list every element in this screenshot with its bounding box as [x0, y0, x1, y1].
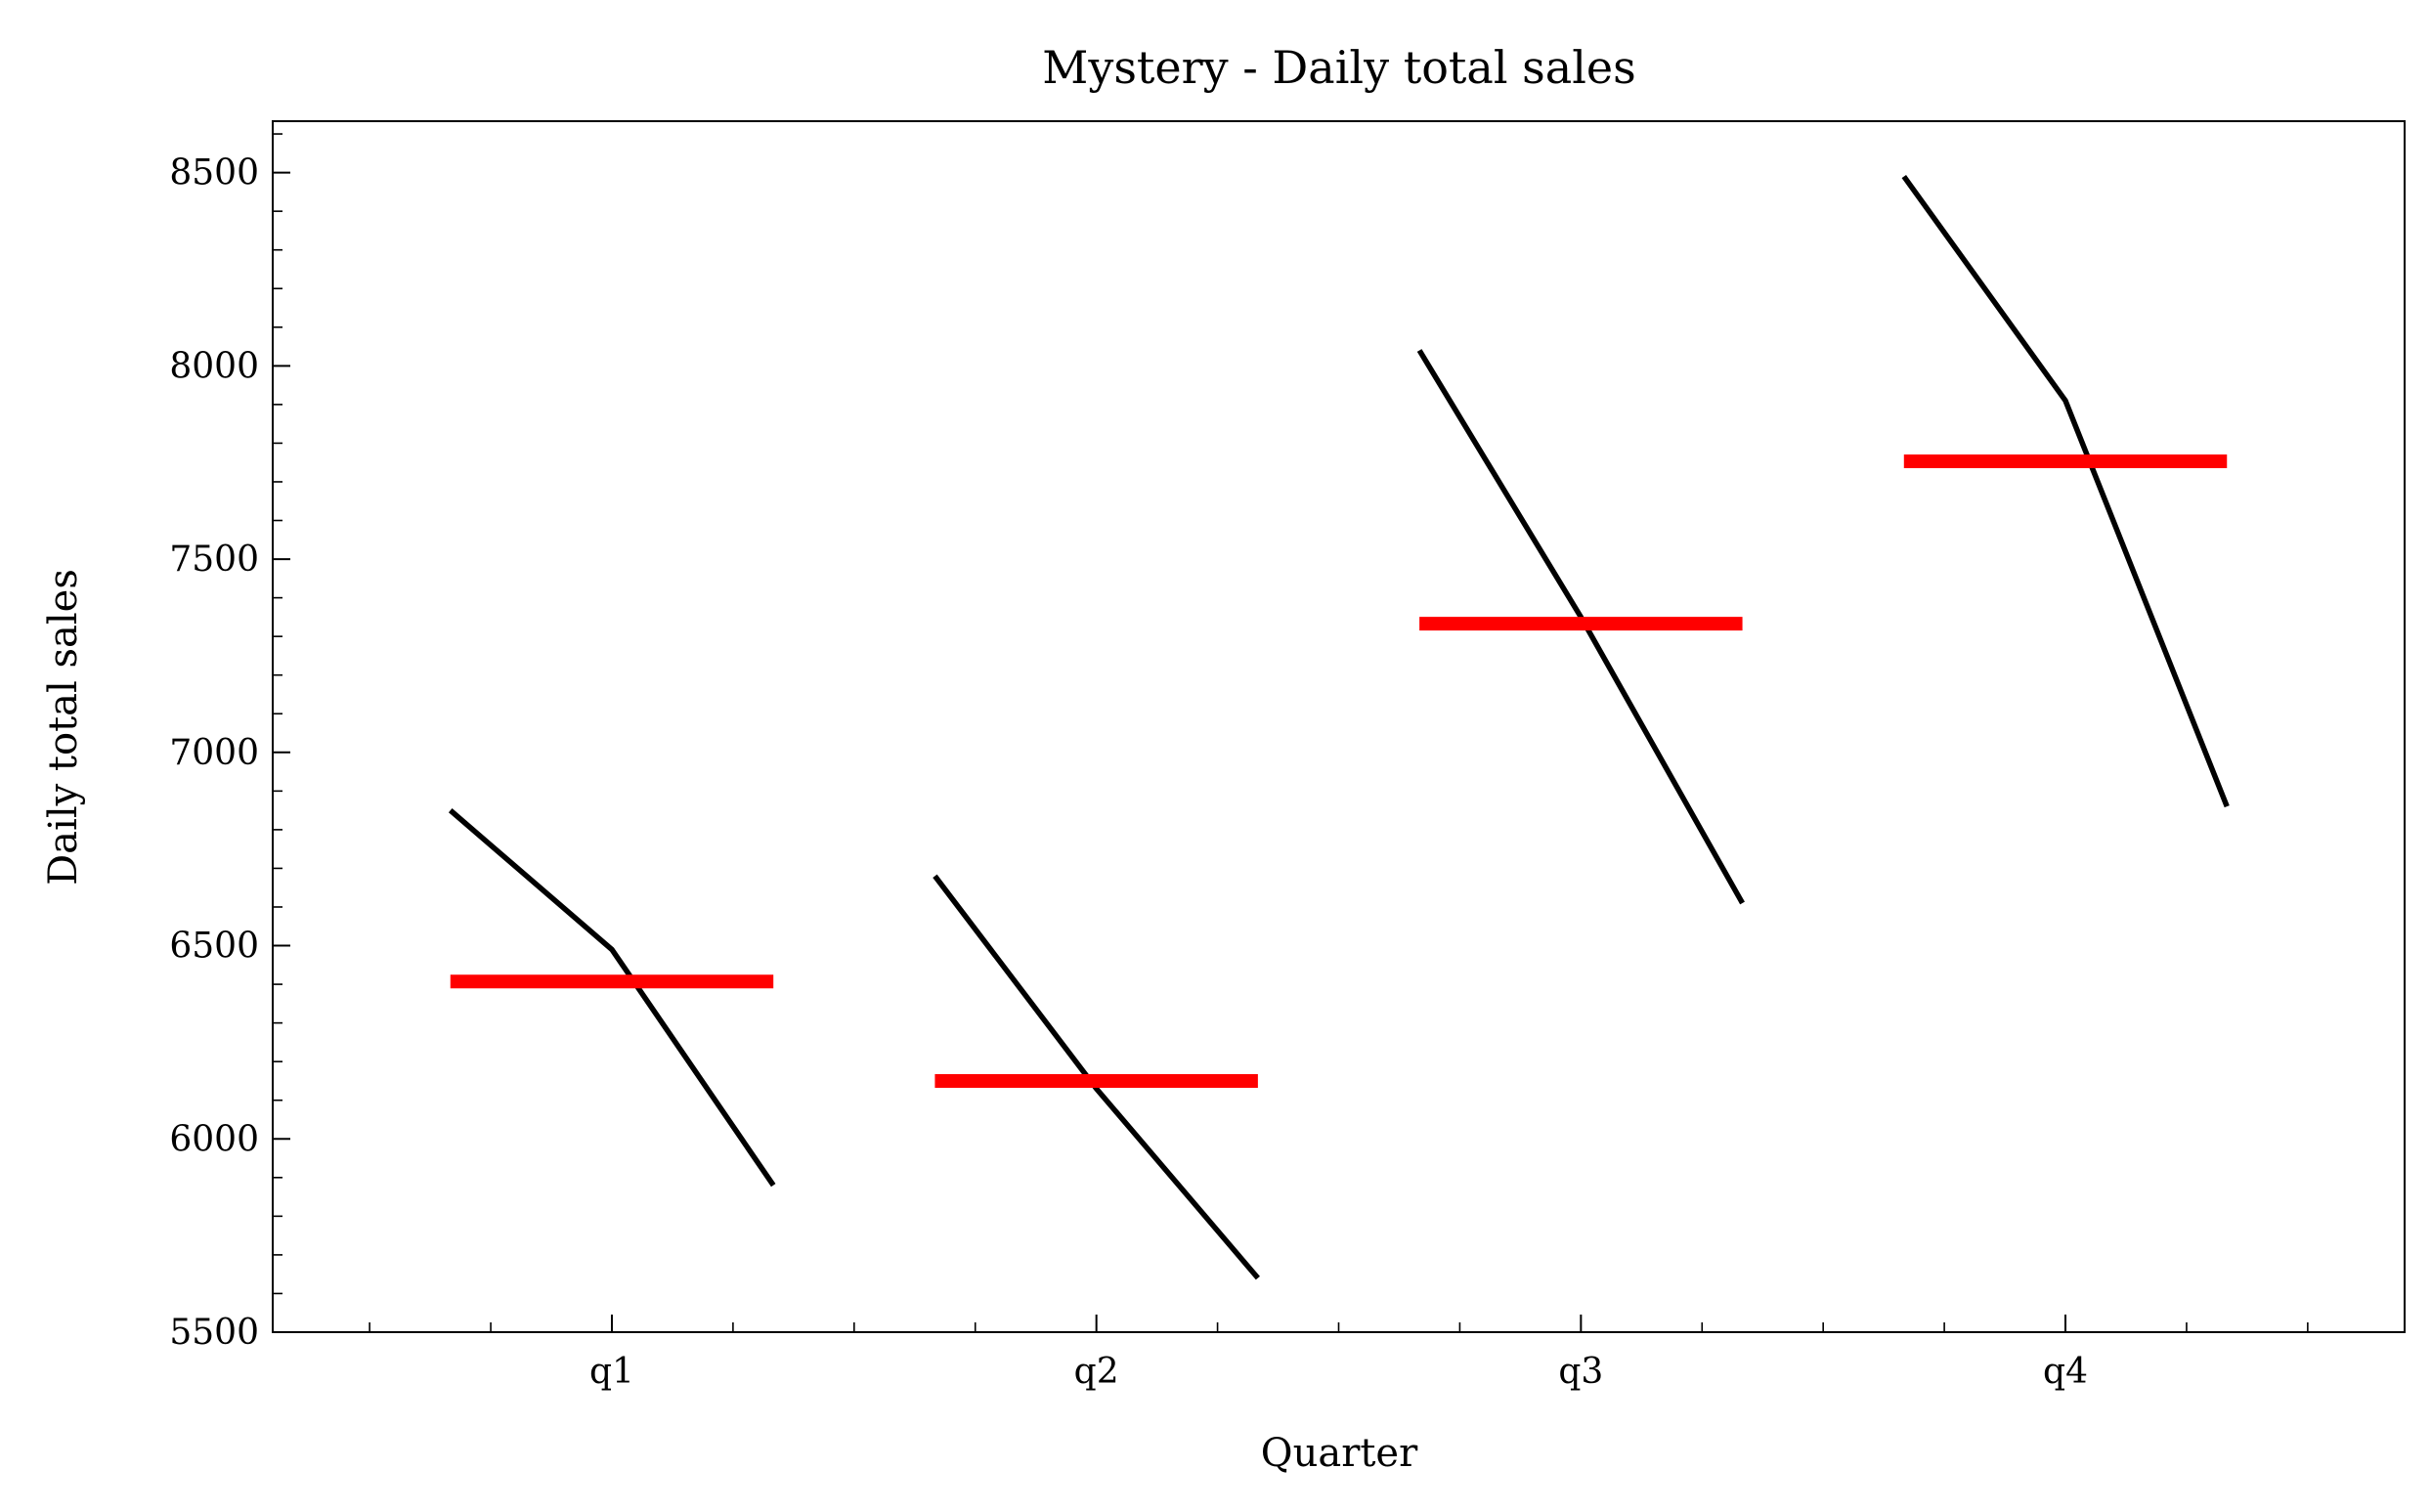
- plot-frame: [272, 120, 2406, 1333]
- x-tick-label: q2: [1074, 1352, 1119, 1392]
- y-tick-label: 6500: [169, 927, 259, 967]
- x-tick-label: q4: [2043, 1352, 2088, 1392]
- y-axis-label: Daily total sales: [41, 569, 86, 886]
- subseries-line: [448, 808, 776, 1188]
- chart-title: Mystery - Daily total sales: [1042, 41, 1636, 94]
- x-axis-label: Quarter: [1261, 1431, 1418, 1476]
- subseries-line: [933, 874, 1260, 1280]
- subseries-line: [1901, 174, 2230, 808]
- y-tick-label: 8000: [169, 346, 259, 386]
- y-tick-label: 7000: [169, 733, 259, 773]
- x-tick-label: q1: [589, 1352, 634, 1392]
- y-tick-label: 7500: [169, 540, 259, 580]
- y-tick-label: 5500: [169, 1313, 259, 1353]
- x-tick-label: q3: [1558, 1352, 1603, 1392]
- y-tick-label: 6000: [169, 1119, 259, 1159]
- y-tick-label: 8500: [169, 153, 259, 194]
